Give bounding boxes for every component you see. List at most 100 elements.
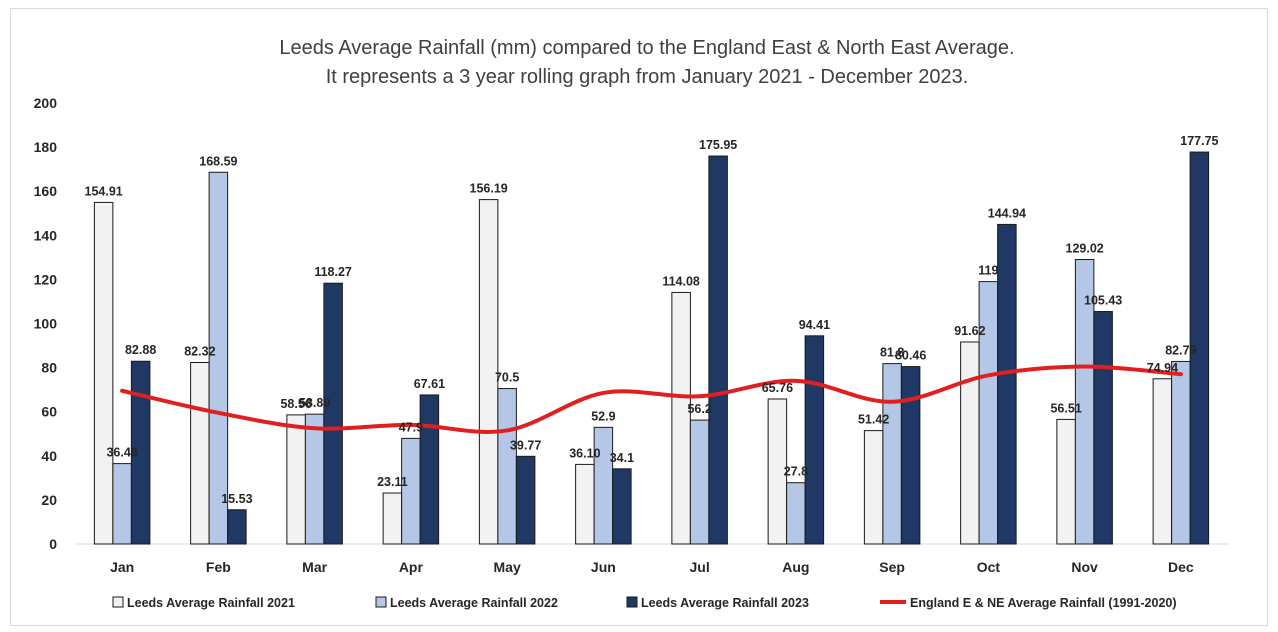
data-label: 82.88 (125, 343, 156, 357)
x-category-label: Jun (591, 559, 616, 575)
bar-1 (1057, 419, 1076, 544)
bar-1 (94, 202, 113, 544)
data-label: 23.11 (377, 475, 408, 489)
data-label: 51.42 (858, 413, 889, 427)
legend-label-3: Leeds Average Rainfall 2023 (641, 596, 809, 610)
data-label: 177.75 (1180, 134, 1218, 148)
bar-2 (883, 364, 902, 544)
legend-swatch-2 (376, 597, 386, 607)
bar-1 (576, 464, 595, 544)
data-label: 15.53 (221, 492, 252, 506)
chart-title-line-1: Leeds Average Rainfall (mm) compared to … (279, 37, 1014, 59)
data-label: 34.1 (610, 451, 634, 465)
legend: Leeds Average Rainfall 2021 Leeds Average… (113, 596, 1177, 610)
chart-title-line-2: It represents a 3 year rolling graph fro… (326, 66, 969, 88)
y-tick-label: 200 (34, 95, 58, 111)
bar-3 (613, 469, 632, 544)
x-category-label: Apr (399, 559, 424, 575)
data-label: 27.8 (784, 465, 808, 479)
bar-3 (516, 456, 535, 544)
bar-1 (1153, 379, 1172, 544)
chart-title: Leeds Average Rainfall (mm) compared to … (279, 37, 1014, 88)
x-category-label: Feb (206, 559, 231, 575)
y-tick-label: 40 (41, 448, 57, 464)
y-tick-label: 140 (34, 227, 58, 243)
y-tick-label: 0 (49, 536, 57, 552)
legend-swatch-3 (627, 597, 637, 607)
data-label: 175.95 (699, 138, 737, 152)
data-label: 168.59 (199, 154, 237, 168)
bar-2 (498, 389, 517, 544)
data-label: 118.27 (314, 265, 352, 279)
data-label: 70.5 (495, 371, 519, 385)
data-label: 36.46 (106, 446, 137, 460)
x-category-label: Sep (879, 559, 905, 575)
data-label: 91.62 (954, 324, 985, 338)
bar-1 (672, 292, 691, 544)
data-label: 58.89 (299, 396, 330, 410)
bar-3 (324, 283, 343, 544)
y-tick-label: 60 (41, 404, 57, 420)
x-category-label: Oct (977, 559, 1001, 575)
bar-2 (979, 282, 998, 544)
y-tick-label: 80 (41, 360, 57, 376)
bar-2 (1172, 361, 1191, 544)
chart-frame: Leeds Average Rainfall (mm) compared to … (10, 8, 1268, 626)
data-label: 114.08 (662, 274, 700, 288)
data-label: 105.43 (1084, 294, 1122, 308)
bar-3 (805, 336, 824, 544)
data-label: 36.10 (569, 446, 600, 460)
data-label: 56.51 (1050, 401, 1081, 415)
data-label: 119 (978, 264, 998, 278)
data-label: 94.41 (799, 318, 830, 332)
data-label: 82.79 (1165, 343, 1196, 357)
x-category-label: Dec (1168, 559, 1194, 575)
y-tick-label: 120 (34, 271, 58, 287)
y-tick-label: 100 (34, 316, 58, 332)
data-labels: 154.91 82.32 58.56 23.11 156.19 36.10 114.08 65… (85, 134, 1219, 506)
y-tick-label: 180 (34, 139, 58, 155)
data-label: 65.76 (762, 381, 793, 395)
bar-1 (191, 362, 210, 544)
bar-series (94, 152, 1208, 544)
data-label: 80.46 (895, 349, 926, 363)
bar-3 (901, 367, 920, 544)
x-category-label: Jan (110, 559, 134, 575)
bar-2 (113, 464, 132, 544)
x-category-label: Aug (782, 559, 809, 575)
data-label: 144.94 (988, 206, 1026, 220)
bar-1 (961, 342, 980, 544)
legend-label-4: England E & NE Average Rainfall (1991-20… (910, 596, 1177, 610)
rainfall-chart: Leeds Average Rainfall (mm) compared to … (11, 9, 1267, 625)
bar-3 (709, 156, 728, 544)
bar-2 (305, 414, 324, 544)
bar-2 (787, 483, 806, 544)
bar-2 (594, 427, 613, 544)
data-label: 56.2 (687, 402, 711, 416)
legend-label-1: Leeds Average Rainfall 2021 (127, 596, 295, 610)
bar-2 (402, 438, 421, 544)
x-category-label: Jul (690, 559, 710, 575)
data-label: 67.61 (414, 377, 445, 391)
legend-label-2: Leeds Average Rainfall 2022 (390, 596, 558, 610)
data-label: 52.9 (591, 409, 615, 423)
data-label: 82.32 (184, 344, 215, 358)
data-label: 74.94 (1147, 361, 1178, 375)
data-label: 47.9 (399, 420, 423, 434)
bar-1 (287, 415, 306, 544)
bar-1 (383, 493, 402, 544)
legend-swatch-1 (113, 597, 123, 607)
bar-3 (998, 224, 1017, 544)
x-category-label: May (494, 559, 521, 575)
y-tick-label: 20 (41, 492, 57, 508)
bar-3 (420, 395, 439, 544)
bar-2 (690, 420, 709, 544)
bar-3 (228, 510, 247, 544)
bar-3 (1094, 312, 1113, 544)
data-label: 39.77 (510, 438, 541, 452)
y-tick-label: 160 (34, 183, 58, 199)
data-label: 156.19 (470, 182, 508, 196)
x-category-label: Nov (1071, 559, 1098, 575)
data-label: 129.02 (1066, 242, 1104, 256)
data-label: 154.91 (85, 184, 123, 198)
